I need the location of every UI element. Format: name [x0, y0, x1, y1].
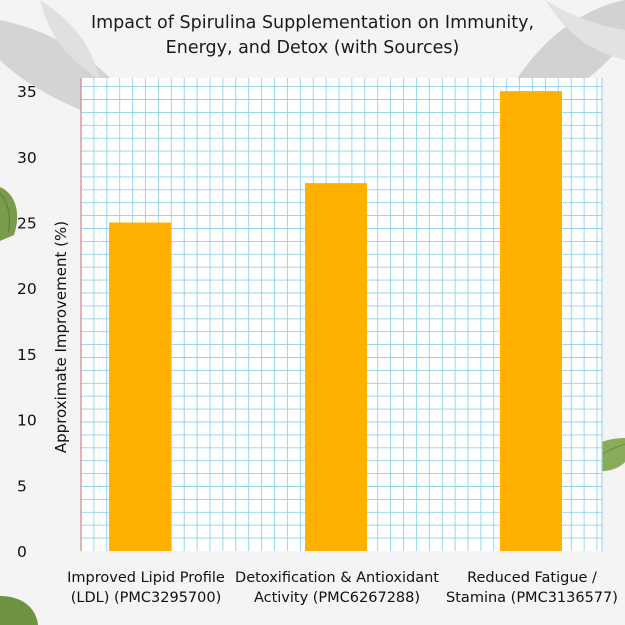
- chart-title-line-1: Impact of Spirulina Supplementation on I…: [90, 13, 535, 33]
- y-axis-ticks: 0 5 10 15 20 25 30 35: [17, 83, 37, 561]
- y-tick-label: 20: [17, 280, 37, 298]
- leaf-left-icon: [0, 187, 18, 241]
- x-tick-label-fatigue: Reduced Fatigue / Stamina (PMC3136577): [417, 568, 625, 608]
- y-tick-label: 10: [17, 412, 37, 430]
- x-tick-label-detox-line-1: Detoxification & Antioxidant: [235, 570, 439, 586]
- x-tick-label-lipid: Improved Lipid Profile (LDL) (PMC3295700…: [31, 568, 261, 608]
- x-tick-label-lipid-line-1: Improved Lipid Profile: [67, 570, 225, 586]
- x-tick-label-fatigue-line-2: Stamina (PMC3136577): [446, 590, 618, 606]
- bar: [109, 222, 171, 551]
- y-axis-label: Approximate Improvement (%): [52, 220, 70, 454]
- bar: [305, 183, 367, 551]
- y-tick-label: 5: [17, 477, 27, 495]
- chart-title: Impact of Spirulina Supplementation on I…: [0, 11, 625, 61]
- x-tick-label-lipid-line-2: (LDL) (PMC3295700): [70, 590, 222, 606]
- x-tick-label-detox: Detoxification & Antioxidant Activity (P…: [222, 568, 452, 608]
- y-tick-label: 0: [17, 543, 27, 561]
- y-tick-label: 35: [17, 83, 37, 101]
- leaf-bottom-left-icon: [0, 596, 38, 625]
- chart-title-line-2: Energy, and Detox (with Sources): [165, 38, 460, 58]
- y-tick-label: 15: [17, 346, 37, 364]
- bar: [500, 91, 562, 551]
- y-tick-label: 30: [17, 149, 37, 167]
- x-tick-label-detox-line-2: Activity (PMC6267288): [253, 590, 421, 606]
- x-tick-label-fatigue-line-1: Reduced Fatigue /: [467, 570, 597, 586]
- y-tick-label: 25: [17, 215, 37, 233]
- bar-series: [109, 91, 562, 551]
